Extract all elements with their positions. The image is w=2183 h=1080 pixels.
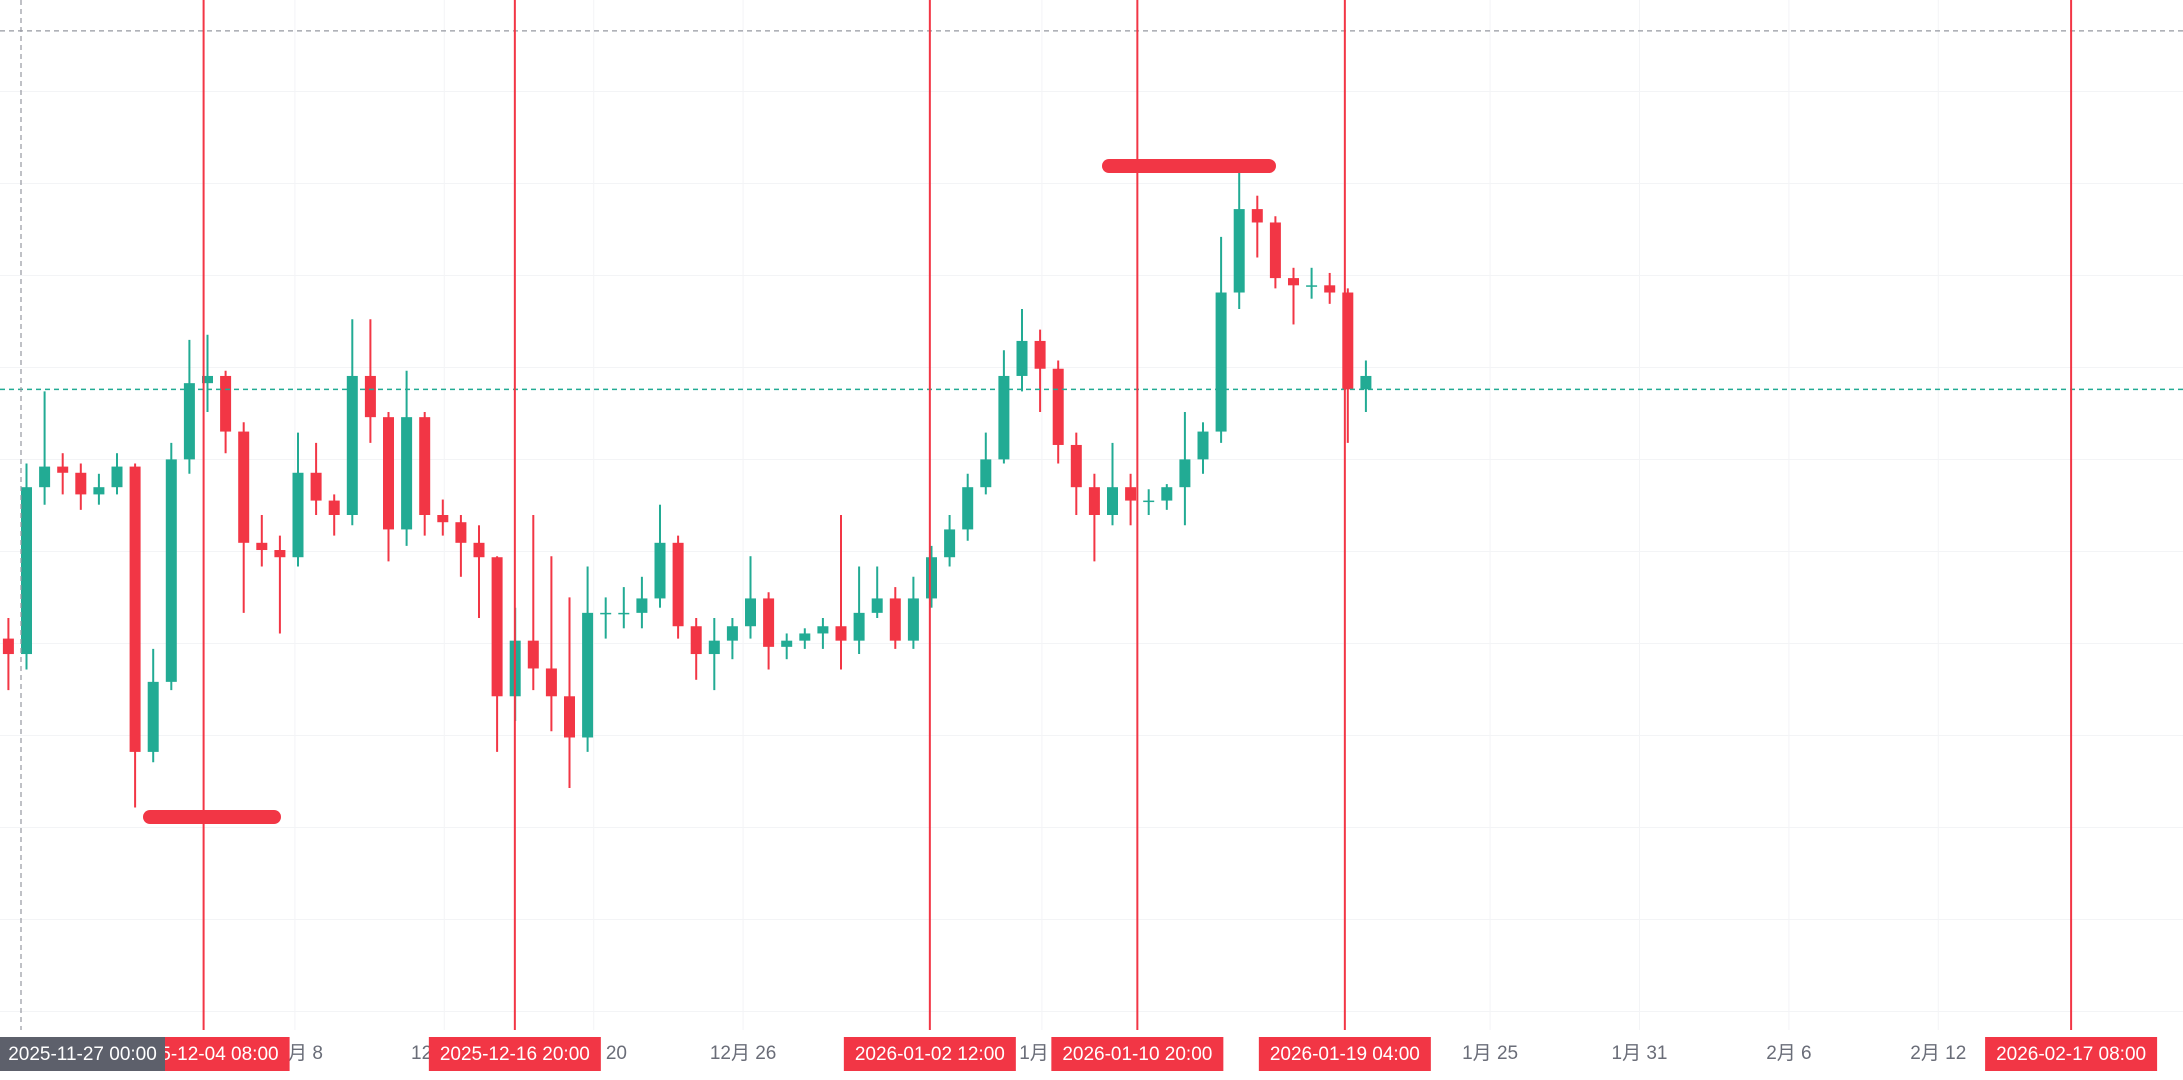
candle-body xyxy=(781,640,793,647)
candle-body xyxy=(817,626,829,634)
candle-body xyxy=(2,638,14,655)
candle-body xyxy=(745,598,756,627)
vertical-line-label-bg xyxy=(843,1037,1016,1071)
candle-body xyxy=(654,542,666,599)
candle-body xyxy=(1070,444,1082,488)
candle-body xyxy=(1088,487,1100,515)
candle-body xyxy=(437,515,449,523)
candle-body xyxy=(1016,340,1028,376)
candle-body xyxy=(636,598,648,613)
candle-body xyxy=(1197,431,1209,460)
candle-body xyxy=(1143,500,1155,503)
candle-body xyxy=(582,612,594,738)
candle-body xyxy=(238,431,250,543)
candle-body xyxy=(220,375,232,432)
vertical-line-label-bg xyxy=(1051,1037,1224,1071)
candle-body xyxy=(93,487,105,495)
crosshair-label-bg xyxy=(0,1037,165,1071)
candle-body xyxy=(473,542,485,558)
candle-body xyxy=(998,375,1010,460)
candle-body xyxy=(564,696,575,738)
candle-body xyxy=(455,522,467,543)
candle-body xyxy=(364,375,376,418)
x-tick-label: 1月 31 xyxy=(1612,1043,1668,1064)
crosshair-label: 2025-11-27 00:00 xyxy=(8,1044,157,1065)
candle-body xyxy=(419,417,431,515)
candle-body xyxy=(1360,375,1372,390)
candle-body xyxy=(1215,292,1227,432)
candle-body xyxy=(1107,487,1118,515)
candle-body xyxy=(1161,487,1173,501)
candle-body xyxy=(129,466,141,752)
x-tick-label: 2月 12 xyxy=(1910,1043,1966,1064)
candle-body xyxy=(690,626,702,655)
vertical-line-label-bg xyxy=(1985,1037,2158,1071)
vertical-line-label: 2025-12-16 20:00 xyxy=(440,1044,590,1065)
candle-body xyxy=(1179,459,1191,488)
candle-body xyxy=(618,612,630,615)
candle-body xyxy=(1125,487,1137,501)
candle-body xyxy=(75,472,87,495)
candle-body xyxy=(147,681,159,752)
candle-body xyxy=(1052,368,1064,445)
x-tick-label: 12月 26 xyxy=(710,1043,777,1064)
candle-body xyxy=(527,640,539,669)
vertical-line-label-bg xyxy=(428,1037,601,1071)
candle-body xyxy=(39,466,51,488)
vertical-line-label-bg xyxy=(1258,1037,1431,1071)
vertical-line-label: 2026-02-17 08:00 xyxy=(1996,1044,2146,1065)
candle-body xyxy=(256,542,268,551)
candle-body xyxy=(980,459,992,488)
candle-body xyxy=(1233,209,1245,293)
candle-body xyxy=(944,529,956,558)
candle-body xyxy=(871,598,883,613)
candle-body xyxy=(708,640,720,655)
vertical-line-label: 2026-01-19 04:00 xyxy=(1270,1044,1420,1065)
candle-body xyxy=(1306,285,1318,287)
candle-body xyxy=(310,472,322,501)
candle-body xyxy=(1324,285,1336,293)
candle-body xyxy=(165,459,177,682)
candle-body xyxy=(346,375,358,515)
candle-body xyxy=(21,487,32,655)
candle-body xyxy=(835,626,847,641)
candle-body xyxy=(600,612,612,615)
candle-body xyxy=(292,472,304,558)
candle-body xyxy=(763,598,775,647)
candle-body xyxy=(889,598,901,641)
candle-body xyxy=(1251,209,1263,223)
vertical-line-label: 2025-12-04 08:00 xyxy=(129,1044,279,1065)
candle-body xyxy=(545,668,557,697)
candle-body xyxy=(1269,222,1281,279)
vertical-line-label: 2026-01-10 20:00 xyxy=(1062,1044,1212,1065)
candle-body xyxy=(183,383,195,460)
vertical-line-label: 2026-01-02 12:00 xyxy=(855,1044,1005,1065)
candle-body xyxy=(57,466,69,473)
candle-body xyxy=(1288,278,1299,286)
candle-body xyxy=(202,375,213,384)
candle-body xyxy=(726,626,738,641)
x-tick-label: 2月 6 xyxy=(1766,1043,1811,1064)
candle-body xyxy=(383,417,394,530)
candle-body xyxy=(907,598,919,641)
candle-body xyxy=(926,557,937,599)
candle-body xyxy=(672,542,684,627)
candle-body xyxy=(1034,340,1046,369)
candle-body xyxy=(962,487,974,530)
candle-body xyxy=(799,633,811,641)
candle-body xyxy=(853,612,865,641)
candle-body xyxy=(328,500,340,515)
candle-body xyxy=(274,550,286,558)
candle-body xyxy=(1342,292,1354,390)
candle-body xyxy=(491,557,503,697)
candle-body xyxy=(111,466,123,488)
x-tick-label: 1月 25 xyxy=(1462,1043,1518,1064)
candle-body xyxy=(401,417,413,530)
